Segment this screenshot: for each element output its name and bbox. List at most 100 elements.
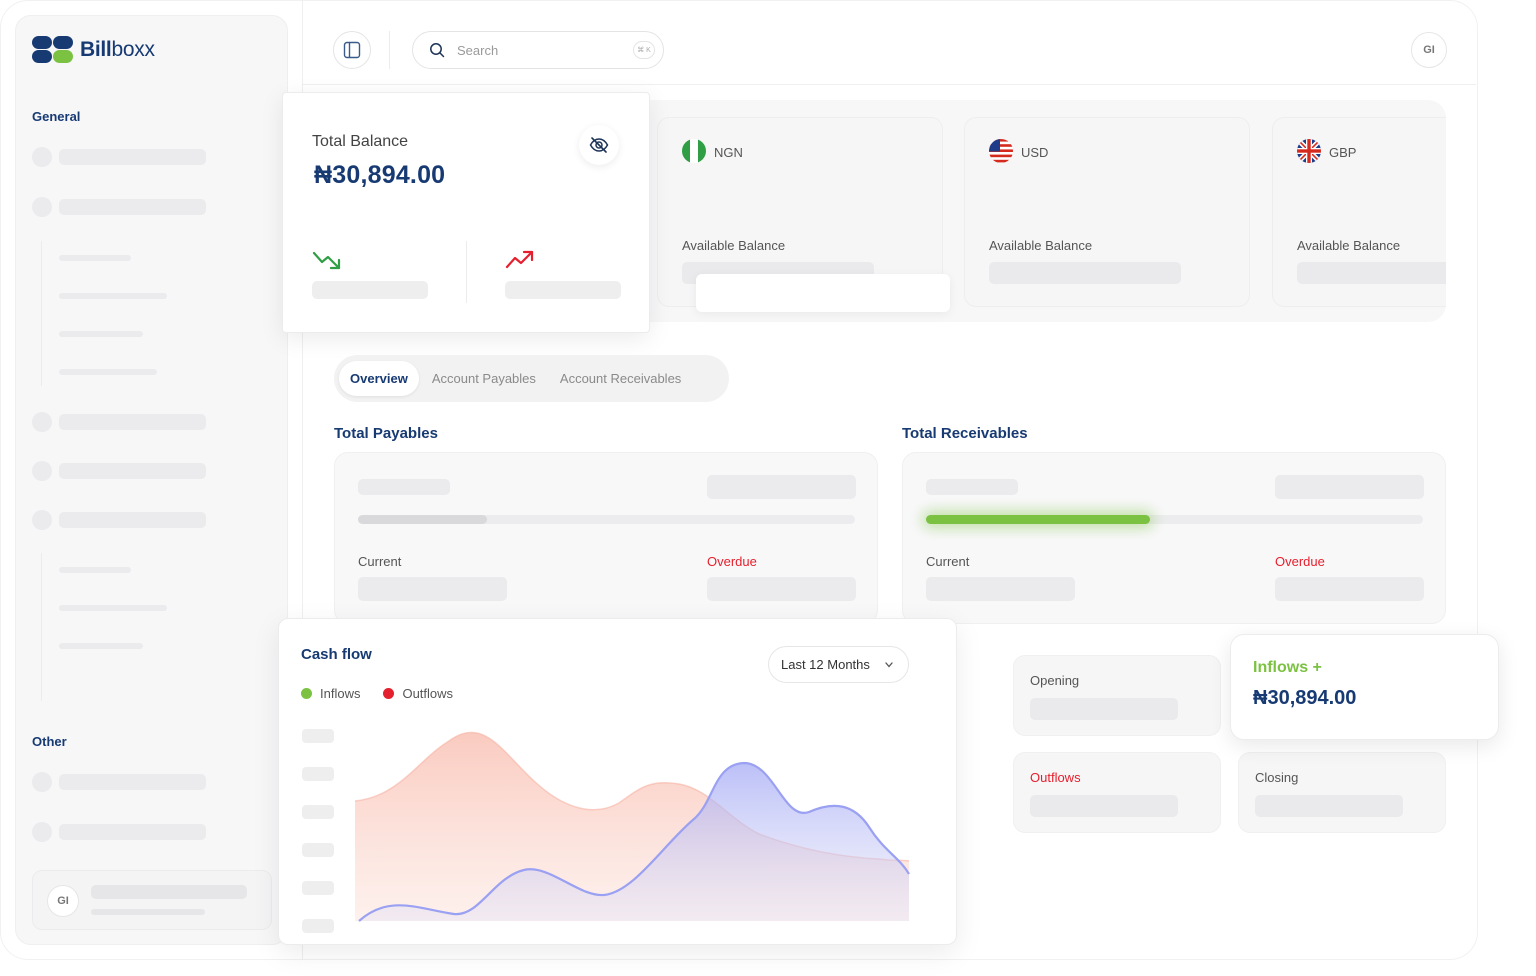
opening-placeholder (1030, 698, 1178, 720)
nigeria-flag-icon (682, 139, 706, 163)
topbar-divider (303, 84, 1476, 85)
submenu-item-placeholder[interactable] (59, 255, 131, 261)
balance-placeholder (989, 262, 1181, 284)
receivables-current-placeholder (926, 577, 1075, 601)
submenu-guide (41, 553, 42, 701)
outflows-card: Outflows (1013, 752, 1221, 833)
y-axis-label-placeholder (302, 729, 334, 743)
tab-account-payables[interactable]: Account Payables (431, 371, 536, 386)
sidebar-item-placeholder[interactable] (59, 463, 206, 479)
submenu-guide (41, 241, 42, 386)
payables-panel: Current Overdue (334, 452, 878, 624)
inflows-line (358, 761, 910, 922)
receivables-current-label: Current (926, 554, 970, 569)
trend-up-icon (505, 250, 534, 269)
currency-card-usd[interactable]: USD Available Balance (964, 117, 1250, 307)
cash-flow-title: Cash flow (301, 646, 372, 663)
currency-card-ngn[interactable]: NGN Available Balance (657, 117, 950, 312)
search-box[interactable]: ⌘ K (412, 31, 664, 69)
total-payables-title: Total Payables (334, 425, 438, 442)
opening-card: Opening (1013, 655, 1221, 736)
section-label-general: General (32, 109, 81, 124)
logo-icon (32, 36, 74, 64)
currency-code: USD (1021, 145, 1049, 160)
submenu-item-placeholder[interactable] (59, 369, 157, 375)
sidebar-item-placeholder[interactable] (59, 149, 206, 165)
hide-balance-button[interactable] (579, 125, 619, 165)
sidebar-item-icon (32, 412, 52, 432)
sidebar-item-icon (32, 461, 52, 481)
opening-label: Opening (1030, 673, 1080, 688)
currency-code: NGN (714, 145, 743, 160)
sidebar-item-icon (32, 822, 52, 842)
search-icon (430, 43, 445, 58)
y-axis-label-placeholder (302, 881, 334, 895)
eye-off-icon (589, 137, 609, 153)
total-balance-card: Total Balance ₦30,894.00 (282, 92, 650, 333)
available-balance-label: Available Balance (989, 238, 1093, 253)
user-profile-card[interactable]: GI (32, 870, 272, 930)
closing-placeholder (1255, 795, 1403, 817)
sidebar-item-placeholder[interactable] (59, 824, 206, 840)
y-axis-label-placeholder (302, 843, 334, 857)
sidebar-item-placeholder[interactable] (59, 414, 206, 430)
topbar-separator (389, 31, 390, 69)
inflows-area (359, 763, 909, 921)
sidebar-item-placeholder[interactable] (59, 199, 206, 215)
inflows-dot-icon (301, 688, 312, 699)
closing-label: Closing (1255, 770, 1299, 785)
outflows-dot-icon (383, 688, 395, 699)
period-dropdown[interactable]: Last 12 Months (768, 646, 909, 683)
brand-logo[interactable]: Billboxx (32, 36, 155, 64)
legend-inflows-label: Inflows (320, 686, 361, 701)
receivables-progress-fill (926, 515, 1150, 524)
tab-account-receivables[interactable]: Account Receivables (559, 371, 682, 386)
inflows-card: Inflows + ₦30,894.00 (1230, 634, 1499, 740)
payables-progress-track (358, 515, 855, 524)
payables-progress-fill (358, 515, 488, 524)
sidebar-item-icon (32, 510, 52, 530)
profile-avatar-button[interactable]: GI (1411, 32, 1447, 68)
balance-placeholder (1297, 262, 1446, 284)
payables-current-placeholder (358, 577, 507, 601)
shortcut-hint: ⌘ K (633, 41, 655, 59)
legend-outflows: Outflows (383, 686, 453, 701)
chart-legend: Inflows Outflows (301, 686, 476, 701)
receivables-amount-placeholder (1275, 475, 1424, 499)
receivables-progress-track (926, 515, 1423, 524)
cash-flow-chart (354, 731, 910, 922)
closing-card: Closing (1238, 752, 1446, 833)
legend-inflows: Inflows (301, 686, 360, 701)
sidebar-item-placeholder[interactable] (59, 512, 206, 528)
outflow-amount-placeholder (505, 281, 621, 299)
submenu-item-placeholder[interactable] (59, 567, 131, 573)
sidebar-toggle-icon (343, 41, 361, 59)
outflows-placeholder (1030, 795, 1178, 817)
overview-tabs: Overview Account Payables Account Receiv… (334, 355, 729, 402)
ngn-overlay-card (696, 274, 950, 312)
y-axis-label-placeholder (302, 919, 334, 933)
inflows-value: ₦30,894.00 (1253, 687, 1357, 709)
user-email-placeholder (91, 909, 205, 915)
receivables-panel: Current Overdue (902, 452, 1446, 624)
sidebar-toggle-button[interactable] (333, 31, 371, 69)
uk-flag-icon (1297, 139, 1321, 163)
sidebar-item-placeholder[interactable] (59, 774, 206, 790)
section-label-other: Other (32, 734, 67, 749)
sidebar: Billboxx General Other GI (15, 15, 288, 945)
submenu-item-placeholder[interactable] (59, 643, 143, 649)
y-axis-label-placeholder (302, 767, 334, 781)
currency-card-gbp[interactable]: GBP Available Balance (1272, 117, 1446, 307)
balance-divider (466, 241, 467, 303)
submenu-item-placeholder[interactable] (59, 331, 143, 337)
tab-overview[interactable]: Overview (339, 361, 419, 396)
inflow-amount-placeholder (312, 281, 428, 299)
total-receivables-title: Total Receivables (902, 425, 1028, 442)
sidebar-item-icon (32, 147, 52, 167)
search-input[interactable] (457, 42, 617, 58)
brand-name: Billboxx (80, 38, 155, 61)
submenu-item-placeholder[interactable] (59, 605, 167, 611)
available-balance-label: Available Balance (1297, 238, 1401, 253)
usa-flag-icon (989, 139, 1013, 163)
submenu-item-placeholder[interactable] (59, 293, 167, 299)
